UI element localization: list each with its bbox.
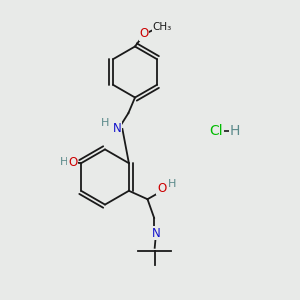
- Text: O: O: [68, 156, 77, 169]
- Text: H: H: [168, 179, 176, 189]
- Text: Cl: Cl: [209, 124, 223, 138]
- Text: H: H: [60, 157, 68, 167]
- Text: H: H: [101, 118, 110, 128]
- Text: N: N: [152, 227, 161, 240]
- Text: O: O: [157, 182, 166, 195]
- Text: O: O: [140, 27, 148, 40]
- Text: N: N: [113, 122, 122, 135]
- Text: H: H: [230, 124, 240, 138]
- Text: CH₃: CH₃: [152, 22, 172, 32]
